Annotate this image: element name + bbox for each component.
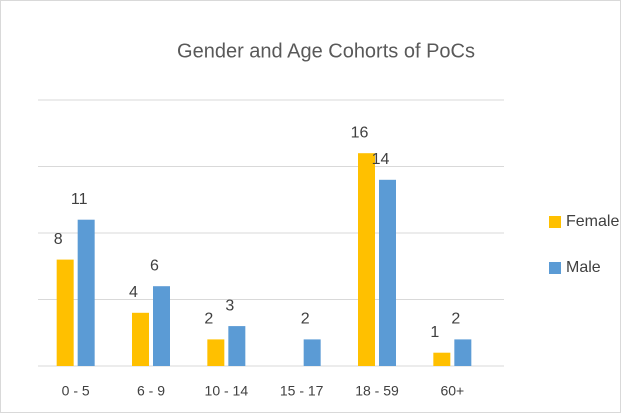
x-tick-label: 6 - 9 <box>137 383 165 399</box>
bar <box>228 326 246 366</box>
bar <box>358 153 375 366</box>
bar <box>132 312 149 366</box>
x-tick-label: 0 - 5 <box>62 383 90 399</box>
bar <box>303 339 321 366</box>
data-label: 14 <box>372 151 390 168</box>
data-label: 3 <box>225 297 234 314</box>
bar <box>56 259 74 366</box>
data-label: 6 <box>150 257 159 274</box>
data-label: 2 <box>301 311 310 328</box>
legend-swatch <box>549 262 561 274</box>
bar <box>77 219 95 366</box>
x-tick-label: 15 - 17 <box>280 383 324 399</box>
bar <box>433 352 451 366</box>
x-tick-label: 60+ <box>440 383 464 399</box>
data-label: 11 <box>71 191 88 208</box>
legend-label: Male <box>566 259 601 276</box>
data-label: 2 <box>204 311 213 328</box>
data-label: 2 <box>451 311 460 328</box>
data-label: 4 <box>129 284 138 301</box>
bar <box>207 339 225 366</box>
bar <box>379 179 396 366</box>
x-tick-label: 18 - 59 <box>355 383 399 399</box>
chart-title: Gender and Age Cohorts of PoCs <box>177 40 475 62</box>
legend-swatch <box>549 216 561 228</box>
legend-label: Female <box>566 213 619 230</box>
bar <box>454 339 472 366</box>
data-label: 8 <box>54 231 63 248</box>
data-label: 1 <box>430 324 439 341</box>
data-label: 16 <box>351 124 369 141</box>
bar <box>153 286 170 366</box>
x-tick-label: 10 - 14 <box>205 383 249 399</box>
